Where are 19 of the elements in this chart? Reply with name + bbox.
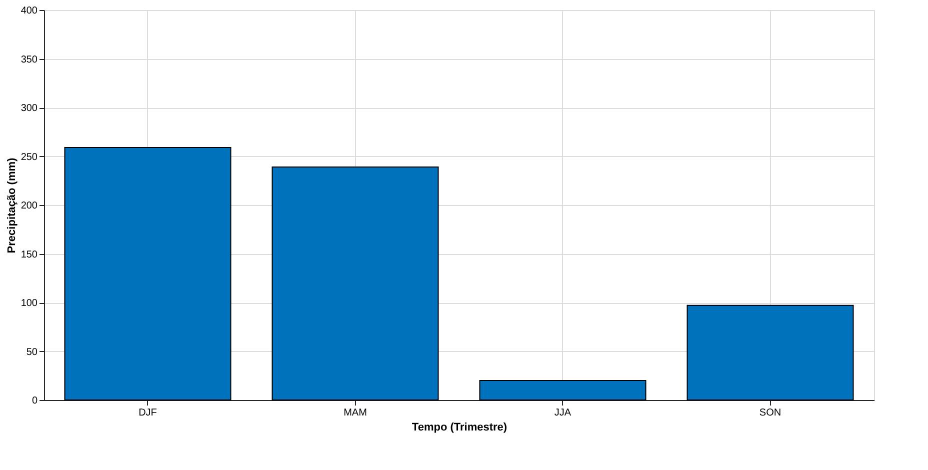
y-tick-label: 350 [20, 54, 38, 66]
y-tick-label: 200 [20, 200, 38, 212]
y-tick-label: 250 [20, 152, 38, 163]
x-tick-label: DJF [138, 408, 157, 418]
x-tick-label: SON [759, 408, 782, 418]
y-tick-label: 300 [20, 103, 38, 114]
bar [686, 304, 854, 400]
y-tick-label: 400 [20, 6, 38, 16]
bar [272, 166, 439, 400]
y-tick-label: 100 [20, 298, 38, 309]
y-tick-label: 0 [32, 396, 38, 406]
bar [479, 380, 646, 400]
y-tick-label: 150 [20, 249, 38, 260]
y-tick-label: 50 [26, 346, 38, 358]
x-tick-label: MAM [344, 408, 367, 418]
x-tick-label: JJA [554, 408, 572, 418]
bar [64, 146, 232, 400]
x-axis-title: Tempo (Trimestre) [412, 422, 508, 434]
y-axis-title: Precipitação (mm) [6, 157, 18, 254]
